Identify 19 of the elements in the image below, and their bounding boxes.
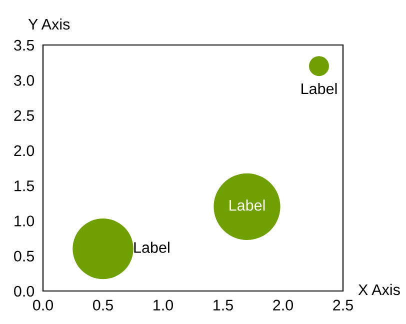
y-tick-label: 1.5 <box>14 180 34 192</box>
y-tick-label: 1.0 <box>14 216 34 226</box>
y-tick-label: 2.0 <box>14 145 34 156</box>
y-tick-label: 3.0 <box>14 75 34 86</box>
y-axis-title: Y Axis <box>28 18 70 30</box>
annotation: Label <box>302 82 337 94</box>
annotation: Label <box>230 200 265 211</box>
annotation: Label <box>134 242 170 253</box>
x-axis-title: X Axis <box>358 284 400 296</box>
x-tick-label: 1.5 <box>214 300 233 311</box>
y-tick-label: 2.5 <box>14 110 34 121</box>
x-tick-label: 0.5 <box>92 300 113 311</box>
x-tick-label: 0.0 <box>32 300 54 311</box>
x-tick-label: 2.0 <box>273 300 294 311</box>
y-tick-label: 0.0 <box>14 286 34 297</box>
x-tick-label: 1.0 <box>154 300 174 311</box>
y-tick-label: 0.5 <box>14 250 34 262</box>
y-tick-label: 3.5 <box>14 40 34 51</box>
x-tick-label: 2.5 <box>333 300 353 311</box>
